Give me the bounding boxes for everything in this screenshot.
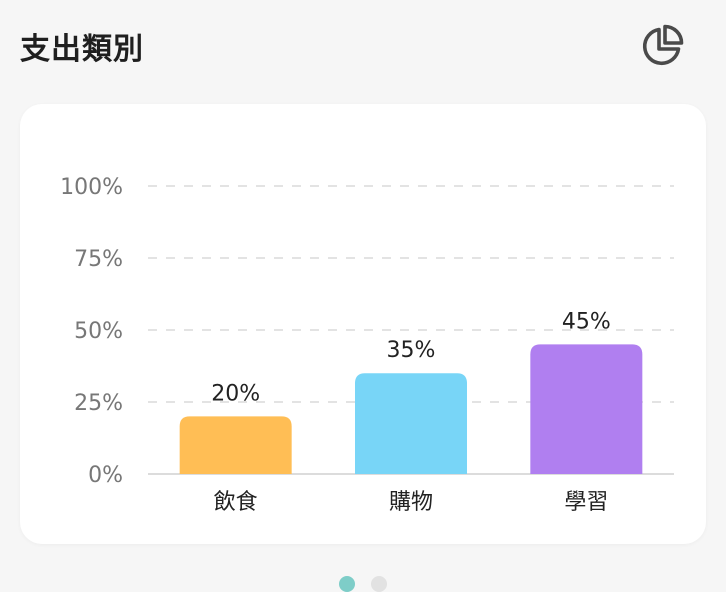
y-tick-label: 50% (74, 319, 123, 344)
bar[interactable] (355, 373, 467, 474)
chart-type-toggle-button[interactable] (636, 20, 688, 72)
page-title: 支出類別 (20, 32, 144, 67)
page-dot-1[interactable] (339, 576, 355, 592)
bar-chart: 0% 25% 50% 75% 100% 20% 飲食 35% 購物 45% 學習 (60, 175, 674, 515)
chart-card: 0% 25% 50% 75% 100% 20% 飲食 35% 購物 45% 學習 (20, 104, 706, 544)
bar[interactable] (179, 416, 292, 474)
page-dot-2[interactable] (371, 576, 387, 592)
pie-chart-icon (642, 24, 684, 66)
y-tick-label: 100% (60, 175, 123, 200)
bar-value-label: 45% (562, 309, 611, 334)
bar[interactable] (530, 344, 643, 474)
x-tick-label: 飲食 (214, 490, 258, 515)
y-tick-label: 75% (74, 247, 123, 272)
y-tick-label: 0% (88, 463, 123, 488)
bar-value-label: 20% (211, 381, 260, 406)
x-tick-label: 學習 (564, 490, 608, 515)
x-tick-label: 購物 (389, 490, 433, 515)
pagination-dots (0, 574, 726, 592)
y-tick-label: 25% (74, 391, 123, 416)
bar-value-label: 35% (387, 338, 436, 363)
header: 支出類別 (0, 0, 726, 92)
